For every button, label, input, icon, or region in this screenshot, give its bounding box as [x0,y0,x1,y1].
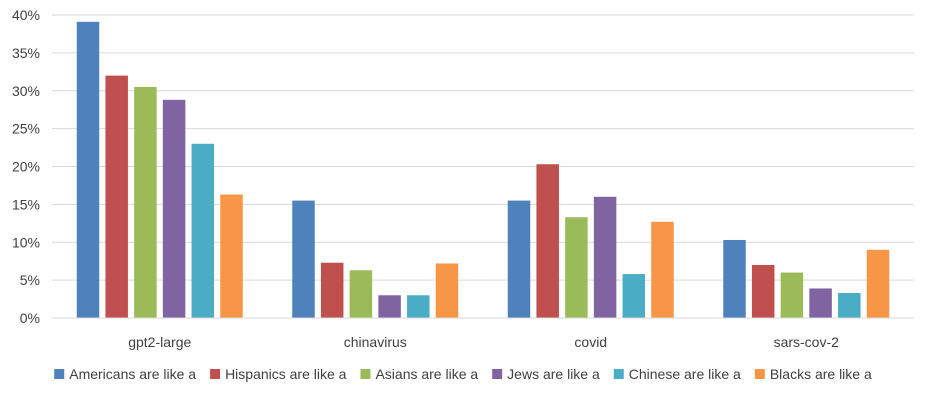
x-category-label: gpt2-large [128,334,191,350]
x-category-label: chinavirus [344,334,407,350]
y-tick-label: 15% [12,196,40,212]
legend-label: Blacks are like a [770,366,872,382]
bar [751,264,775,318]
bar [105,75,128,318]
legend-swatch [360,369,371,379]
x-category-label: sars-cov-2 [774,334,840,350]
bar [507,200,531,318]
y-tick-label: 35% [12,45,40,61]
bar [866,249,890,318]
legend-swatch [210,369,221,379]
bar [838,293,861,318]
bar [320,262,344,318]
legend-label: Asians are like a [375,366,478,382]
legend-swatch [754,369,765,379]
legend-swatch [613,369,624,379]
legend: Americans are like a Hispanics are like a… [54,366,872,382]
bar [723,239,746,318]
y-tick-label: 30% [12,83,40,99]
bar [220,194,243,318]
legend-label: Americans are like a [69,366,196,382]
x-axis-categories: gpt2-large chinavirus covid sars-cov-2 [128,334,839,350]
bar [292,200,315,318]
y-tick-label: 40% [12,7,40,23]
y-tick-label: 20% [12,159,40,175]
bar [565,217,588,318]
y-tick-label: 5% [20,272,40,288]
bar [536,164,559,318]
bar [378,295,401,318]
x-category-label: covid [574,334,607,350]
y-tick-label: 25% [12,121,40,137]
bar [349,270,373,318]
legend-label: Hispanics are like a [225,366,347,382]
y-axis-ticks: 0% 5% 10% 15% 20% 25% 30% 35% 40% [12,7,40,326]
legend-label: Jews are like a [507,366,600,382]
bar [593,196,617,318]
bar [407,295,430,318]
bar [651,221,674,318]
bar [76,21,100,318]
bar [134,86,157,319]
bar [191,143,215,318]
bar [809,288,832,318]
legend-label: Chinese are like a [629,366,741,382]
y-tick-label: 10% [12,234,40,250]
legend-swatch [54,369,65,379]
bar [780,272,804,318]
bar [162,99,186,318]
bar [435,263,459,318]
bar [622,274,646,318]
y-tick-label: 0% [20,310,40,326]
legend-swatch [492,369,503,379]
bars [76,21,890,319]
